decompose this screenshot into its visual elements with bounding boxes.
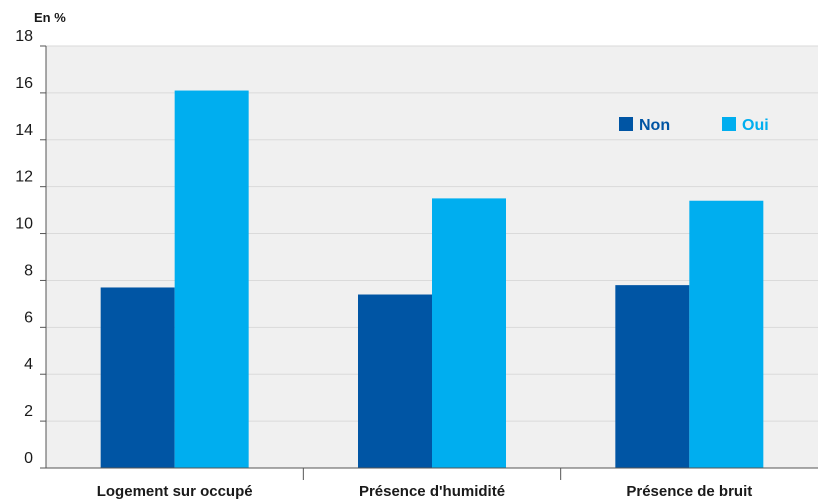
y-tick-label: 6 — [24, 309, 33, 326]
legend-swatch-oui — [722, 117, 736, 131]
y-tick-label: 14 — [15, 122, 33, 139]
bar-non-3 — [615, 285, 690, 468]
x-axis: Logement sur occupé Présence d'humidité Pr… — [46, 467, 818, 500]
y-tick-label: 12 — [15, 169, 33, 186]
legend: Non Oui — [619, 117, 769, 134]
bar-oui-1 — [174, 90, 249, 469]
bar-oui-3 — [689, 200, 764, 468]
y-tick-label: 18 — [15, 28, 33, 45]
bar-non-2 — [358, 294, 432, 468]
y-axis: 0 2 4 6 8 10 12 14 16 18 — [15, 28, 47, 469]
bars — [100, 90, 764, 469]
y-tick-label: 4 — [24, 356, 33, 373]
legend-label-oui: Oui — [742, 117, 769, 134]
legend-label-non: Non — [639, 117, 670, 134]
y-tick-label: 10 — [15, 216, 33, 233]
legend-swatch-non — [619, 117, 633, 131]
y-tick-label: 2 — [24, 403, 33, 420]
bar-oui-2 — [432, 198, 506, 468]
x-category-label: Présence d'humidité — [359, 483, 505, 500]
unit-label: En % — [34, 10, 66, 25]
bar-non-1 — [100, 287, 175, 468]
x-category-label: Logement sur occupé — [97, 483, 253, 500]
y-tick-label: 8 — [24, 262, 33, 279]
y-tick-label: 16 — [15, 75, 33, 92]
y-tick-label: 0 — [24, 450, 33, 467]
x-category-label: Présence de bruit — [626, 483, 752, 500]
